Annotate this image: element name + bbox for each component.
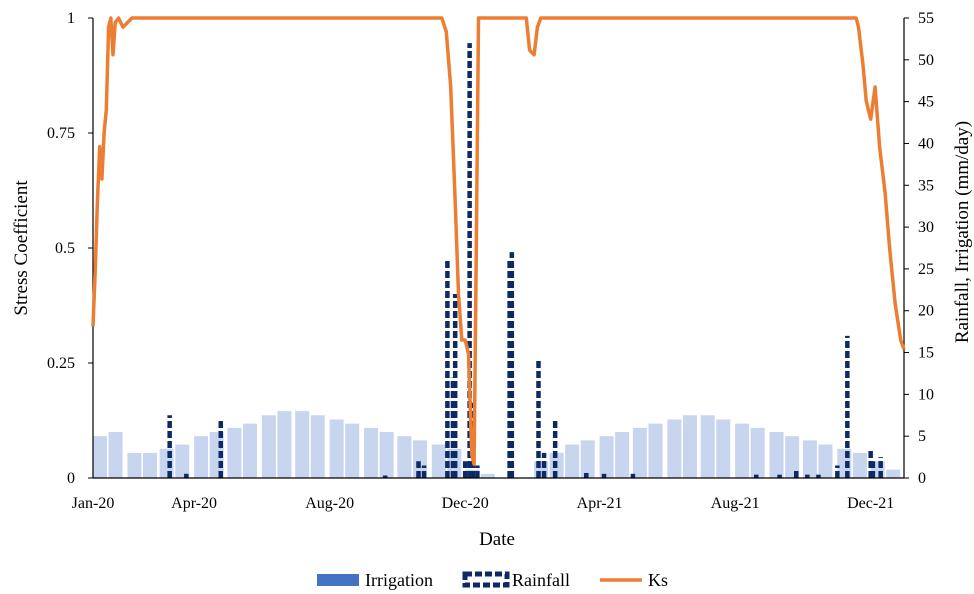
y-right-tick-label: 50 (918, 52, 934, 69)
irrigation-bar (615, 432, 630, 478)
y-right-tick-label: 35 (918, 177, 934, 194)
irrigation-bar (431, 444, 446, 478)
rainfall-bars (167, 43, 883, 478)
y-right-tick-label: 20 (918, 303, 934, 320)
legend-swatch-rainfall (462, 571, 510, 588)
y-right-tick-label: 30 (918, 219, 934, 236)
irrigation-bar (412, 440, 427, 478)
irrigation-bar (194, 436, 209, 478)
irrigation-bar (364, 427, 379, 478)
irrigation-bar (310, 415, 325, 478)
irrigation-bar (93, 436, 107, 478)
irrigation-bar (648, 423, 663, 478)
legend: Irrigation Rainfall Ks (317, 570, 668, 590)
legend-label-rainfall: Rainfall (512, 570, 570, 590)
irrigation-bar (852, 452, 867, 478)
y-left-tick-label: 0.75 (47, 125, 75, 142)
y-right-tick-label: 45 (918, 94, 934, 111)
x-tick-label: Aug-21 (711, 495, 760, 512)
irrigation-bar (242, 423, 257, 478)
y-left-tick-label: 0.5 (55, 240, 75, 257)
irrigation-bar (108, 432, 123, 478)
irrigation-bar (700, 415, 715, 478)
irrigation-bar (277, 411, 292, 478)
irrigation-bar (599, 436, 614, 478)
x-axis-title: Date (479, 529, 515, 550)
x-tick-label: Apr-21 (577, 495, 623, 512)
irrigation-bar (580, 440, 595, 478)
x-tick-label: Dec-20 (442, 495, 489, 512)
legend-label-ks: Ks (648, 570, 668, 590)
irrigation-bar (750, 427, 765, 478)
tick-labels: Jan-20 Apr-20 Aug-20 Dec-20 Apr-21 Aug-21 Dec-… (47, 10, 934, 512)
x-tick-label: Jan-20 (72, 495, 115, 512)
irrigation-bar (565, 444, 580, 478)
x-tick-label: Apr-20 (171, 495, 217, 512)
y-left-tick-label: 1 (67, 10, 75, 27)
irrigation-bars (93, 411, 901, 478)
axes (92, 18, 905, 479)
y-left-tick-label: 0 (67, 470, 75, 487)
irrigation-bar (769, 432, 784, 478)
x-tick-label: Dec-21 (847, 495, 894, 512)
y-right-tick-label: 25 (918, 261, 934, 278)
irrigation-bar (735, 423, 750, 478)
irrigation-bar (785, 436, 800, 478)
y-right-tick-label: 5 (918, 428, 926, 445)
irrigation-bar (480, 473, 495, 478)
irrigation-bar (127, 452, 142, 478)
irrigation-bar (802, 440, 817, 478)
irrigation-bar (379, 432, 394, 478)
y-right-tick-label: 10 (918, 386, 934, 403)
irrigation-bar (818, 444, 833, 478)
irrigation-bar (682, 415, 697, 478)
y-right-axis-title: Rainfall, Irrigation (mm/day) (952, 121, 973, 343)
x-tick-label: Aug-20 (305, 495, 354, 512)
irrigation-bar (397, 436, 412, 478)
legend-swatch-irrigation (317, 574, 359, 586)
irrigation-bar (261, 415, 276, 478)
irrigation-bar (175, 444, 190, 478)
irrigation-bar (716, 419, 731, 478)
y-left-axis-title: Stress Coefficient (11, 180, 32, 316)
ks-line-layer (91, 16, 906, 466)
ks-line (91, 16, 906, 466)
irrigation-bar (632, 427, 647, 478)
y-right-tick-label: 40 (918, 135, 934, 152)
legend-label-irrigation: Irrigation (365, 570, 433, 590)
irrigation-bar (886, 469, 901, 478)
irrigation-bar (345, 423, 360, 478)
y-right-tick-label: 55 (918, 10, 934, 27)
irrigation-bar (295, 411, 310, 478)
y-right-tick-label: 15 (918, 345, 934, 362)
irrigation-bar (227, 427, 242, 478)
irrigation-bar (142, 452, 157, 478)
irrigation-bar (329, 419, 344, 478)
y-right-tick-label: 0 (918, 470, 926, 487)
y-left-tick-label: 0.25 (47, 355, 75, 372)
irrigation-bar (667, 419, 682, 478)
